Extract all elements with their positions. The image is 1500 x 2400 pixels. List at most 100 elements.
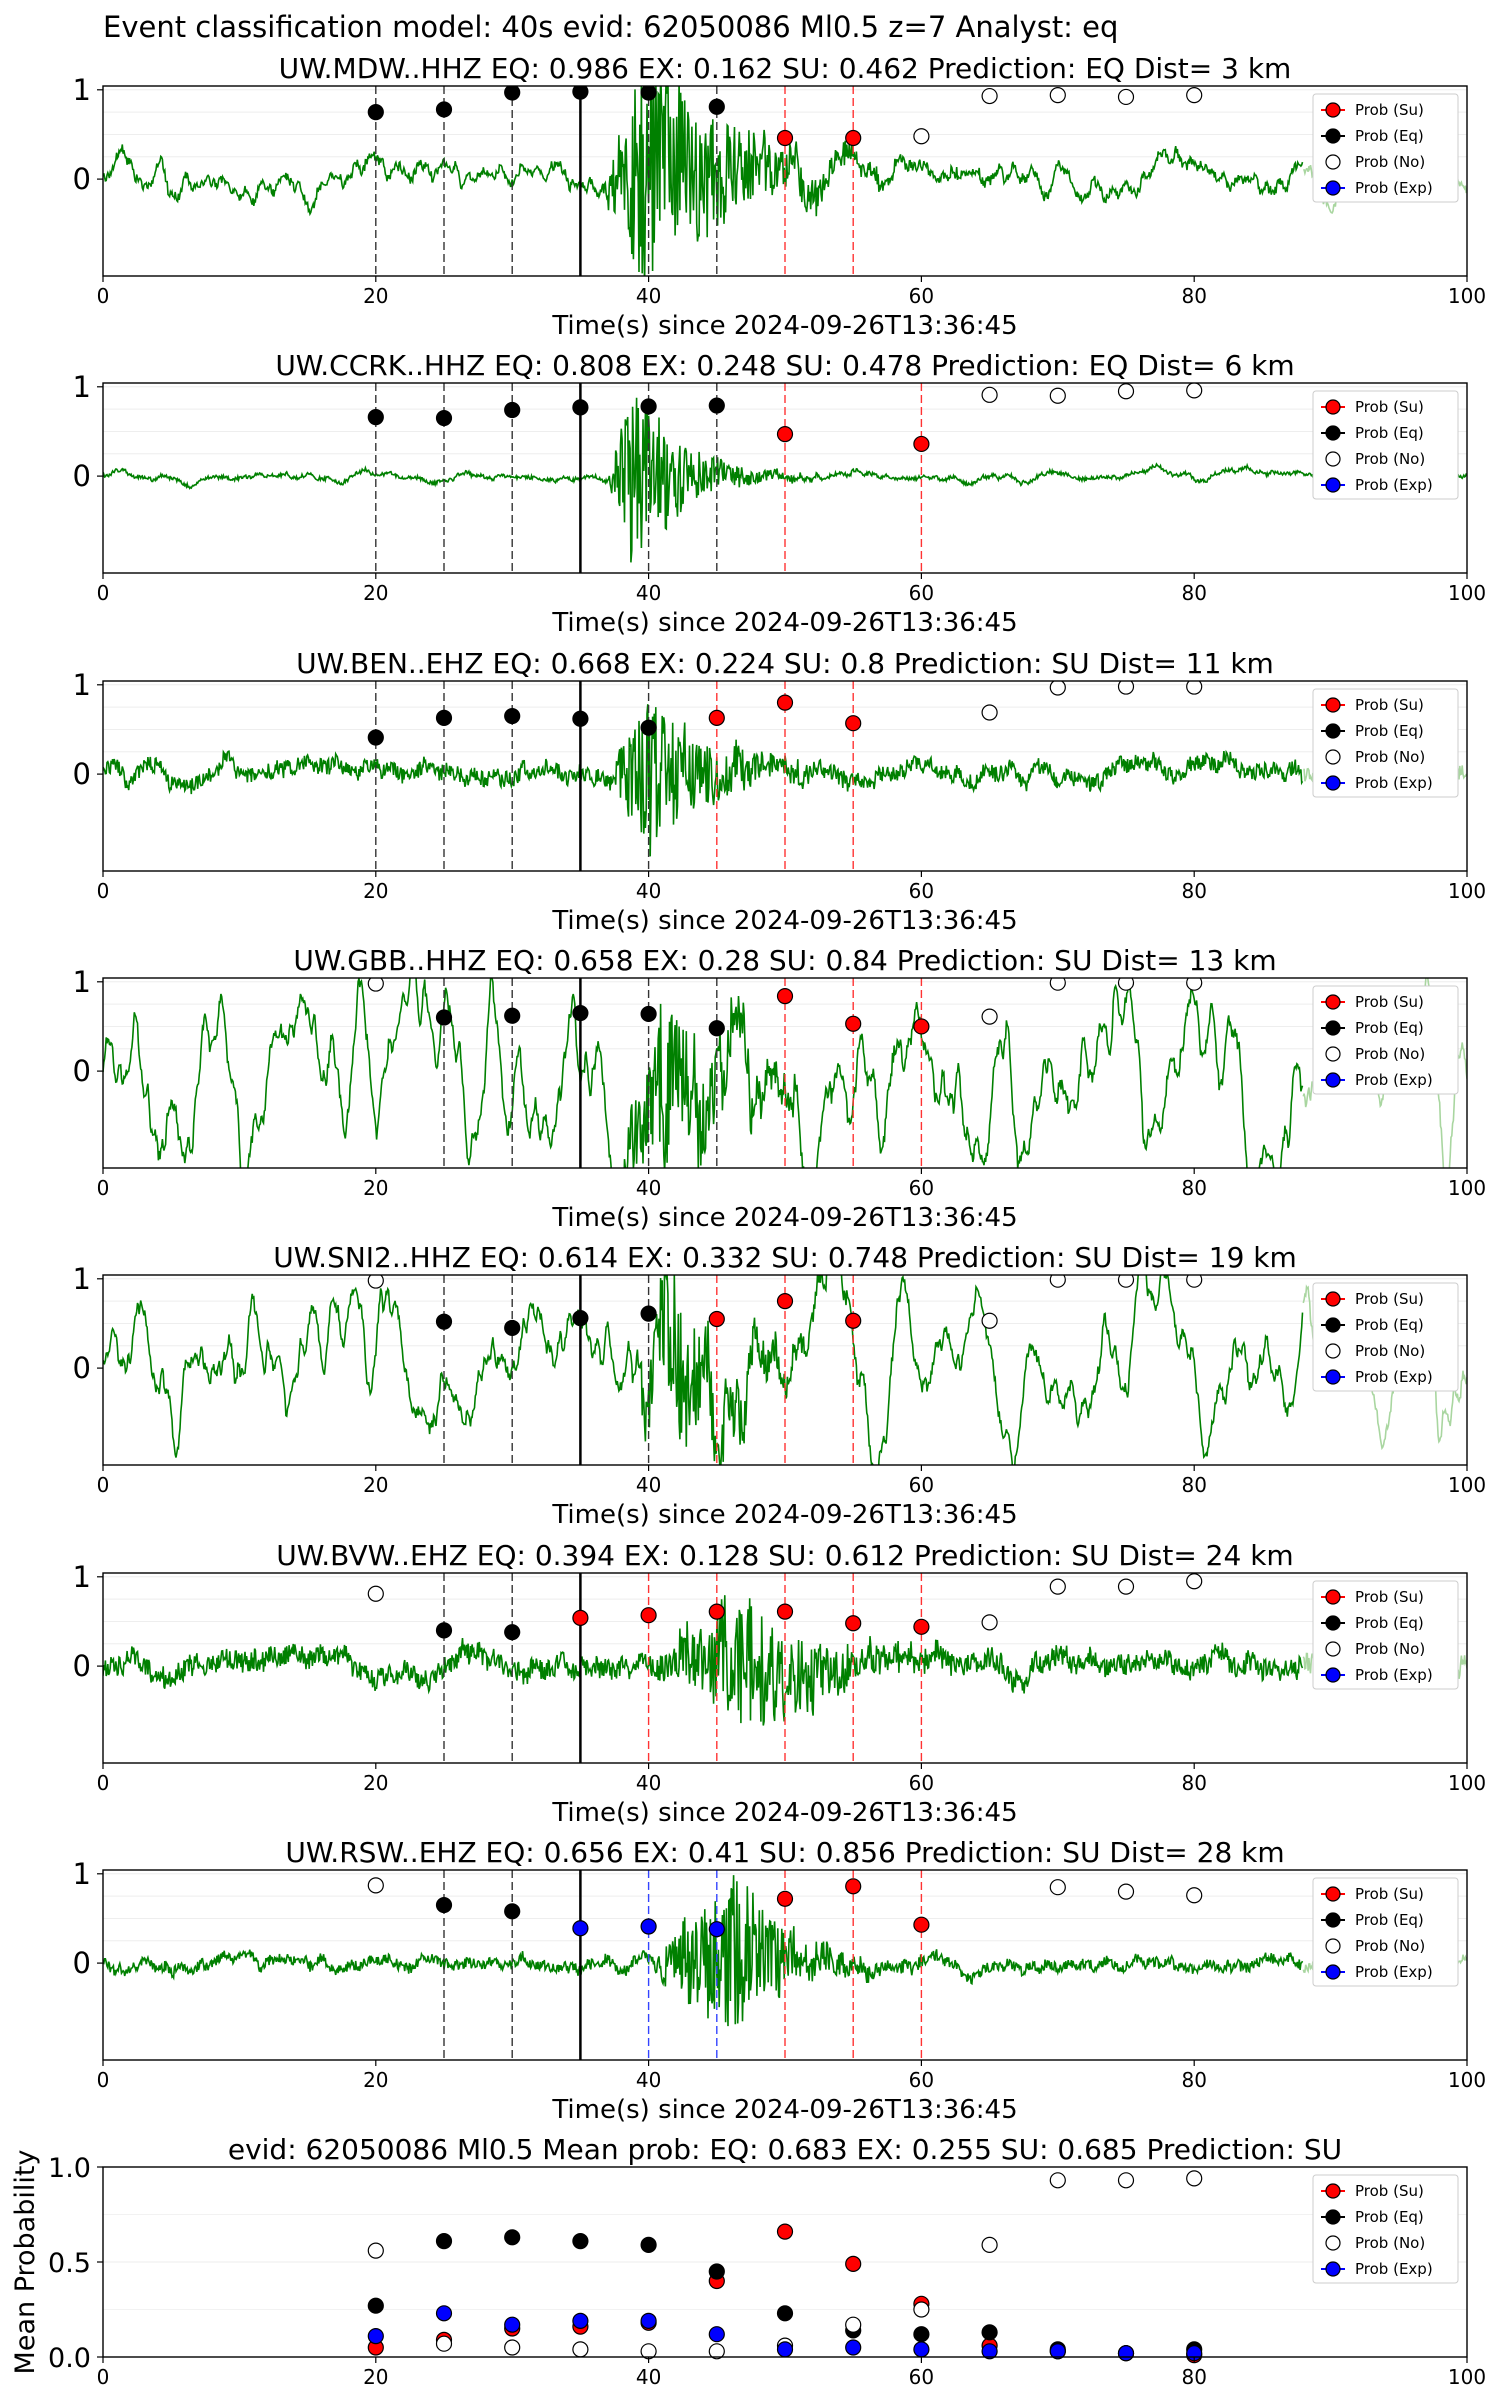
x-tick-label: 0	[97, 2365, 110, 2389]
panels: UW.MDW..HHZ EQ: 0.986 EX: 0.162 SU: 0.46…	[10, 52, 1486, 2389]
legend-marker-eq	[1325, 1615, 1341, 1631]
prob-point-eq	[572, 710, 589, 727]
prob-point-eq	[640, 1005, 657, 1023]
legend-label-exp: Prob (Exp)	[1355, 179, 1433, 197]
x-tick-label: 60	[909, 2068, 934, 2092]
prob-point-no	[1117, 1883, 1135, 1900]
prob-point-su	[776, 694, 794, 711]
x-tick-label: 0	[97, 581, 110, 605]
mean-point-exp	[1049, 2343, 1066, 2360]
prob-point-no	[981, 704, 998, 721]
panel-title: UW.RSW..EHZ EQ: 0.656 EX: 0.41 SU: 0.856…	[285, 1836, 1284, 1869]
legend-marker-eq	[1325, 128, 1341, 144]
x-tick-label: 0	[97, 1176, 110, 1200]
mean-point-eq	[572, 2233, 589, 2250]
mean-point-su	[776, 2223, 794, 2240]
panel-legend: Prob (Su) Prob (Eq) Prob (No) Prob (Exp)	[1312, 1877, 1459, 1987]
plot-frame	[102, 382, 1468, 574]
prob-point-eq	[572, 1309, 589, 1327]
x-tick-label: 60	[909, 581, 934, 605]
prob-point-su	[708, 1603, 725, 1620]
legend-marker-exp	[1325, 2261, 1341, 2277]
mean-point-exp	[640, 2312, 657, 2329]
legend-marker-no	[1325, 1641, 1341, 1657]
legend-label-su: Prob (Su)	[1355, 2182, 1424, 2200]
mean-point-exp	[367, 2328, 384, 2345]
mean-point-no	[1049, 2172, 1066, 2189]
y-tick-label: 1	[73, 73, 91, 107]
prob-point-no	[913, 128, 930, 145]
legend-label-su: Prob (Su)	[1355, 1290, 1424, 1308]
prob-point-eq	[435, 101, 453, 118]
y-tick-label: 1	[73, 965, 91, 999]
mean-point-eq	[708, 2263, 725, 2280]
x-axis-label: Time(s) since 2024-09-26T13:36:45	[551, 1798, 1017, 1828]
panel-legend: Prob (Su) Prob (Eq) Prob (No) Prob (Exp)	[1312, 1282, 1459, 1392]
prob-point-no	[367, 1585, 384, 1602]
mean-point-exp	[435, 2305, 453, 2322]
legend-label-eq: Prob (Eq)	[1355, 1316, 1424, 1334]
x-tick-label: 100	[1448, 1771, 1486, 1795]
panel-title: UW.MDW..HHZ EQ: 0.986 EX: 0.162 SU: 0.46…	[279, 52, 1292, 85]
y-tick-label: 0.0	[48, 2343, 91, 2374]
legend-marker-su	[1325, 697, 1341, 713]
prob-point-su	[776, 426, 794, 443]
plot-frame	[102, 680, 1468, 872]
prob-point-su	[776, 987, 794, 1005]
legend-marker-exp	[1325, 1667, 1341, 1683]
mean-legend: Prob (Su) Prob (Eq) Prob (No) Prob (Exp)	[1312, 2174, 1459, 2284]
y-tick-label: 0	[73, 757, 91, 791]
prob-point-eq	[435, 409, 453, 427]
legend-marker-exp	[1325, 775, 1341, 791]
legend-label-no: Prob (No)	[1355, 1045, 1425, 1063]
legend-marker-su	[1325, 1886, 1341, 1902]
panel-title: UW.CCRK..HHZ EQ: 0.808 EX: 0.248 SU: 0.4…	[275, 349, 1294, 382]
legend-label-exp: Prob (Exp)	[1355, 476, 1433, 494]
prob-point-no	[1049, 681, 1066, 696]
legend-label-no: Prob (No)	[1355, 1937, 1425, 1955]
y-tick-label: 0	[73, 1946, 91, 1980]
legend-label-no: Prob (No)	[1355, 153, 1425, 171]
mean-point-no	[367, 2242, 384, 2259]
x-axis-label: Time(s) since 2024-09-26T13:36:45	[551, 906, 1017, 936]
x-tick-label: 80	[1181, 1473, 1206, 1497]
legend-marker-su	[1325, 102, 1341, 118]
plot-frame	[102, 1869, 1468, 2061]
panel-legend: Prob (Su) Prob (Eq) Prob (No) Prob (Exp)	[1312, 390, 1459, 500]
prob-point-no	[981, 87, 998, 105]
prob-point-no	[1186, 978, 1203, 991]
x-axis-label: Time(s) since 2024-09-26T13:36:45	[551, 1500, 1017, 1530]
x-tick-label: 100	[1448, 1176, 1486, 1200]
x-tick-label: 20	[363, 2365, 388, 2389]
x-tick-label: 60	[909, 284, 934, 308]
legend-label-exp: Prob (Exp)	[1355, 1071, 1433, 1089]
prob-point-no	[1049, 87, 1066, 104]
x-tick-label: 100	[1448, 581, 1486, 605]
prob-point-no	[1049, 387, 1066, 404]
legend-marker-su	[1325, 1589, 1341, 1605]
y-tick-label: 0	[73, 1649, 91, 1683]
prob-point-eq	[504, 86, 521, 101]
y-tick-label: 0	[73, 1054, 91, 1088]
station-panel-7: UW.RSW..EHZ EQ: 0.656 EX: 0.41 SU: 0.856…	[73, 1836, 1487, 2125]
x-tick-label: 40	[636, 2365, 661, 2389]
x-tick-label: 80	[1181, 284, 1206, 308]
waveform-trace	[103, 1875, 1304, 2027]
x-tick-label: 40	[636, 284, 661, 308]
prob-point-no	[981, 1614, 998, 1631]
x-tick-label: 100	[1448, 2365, 1486, 2389]
prob-point-su	[845, 129, 862, 147]
prob-point-eq	[504, 1007, 521, 1024]
prob-point-eq	[435, 1313, 453, 1330]
prob-point-no	[1049, 1275, 1066, 1288]
waveform-trace	[103, 978, 1304, 1168]
prob-point-no	[1117, 88, 1135, 106]
legend-marker-exp	[1325, 1964, 1341, 1980]
y-tick-label: 0.5	[48, 2248, 91, 2279]
legend-label-eq: Prob (Eq)	[1355, 2208, 1424, 2226]
legend-marker-exp	[1325, 1072, 1341, 1088]
prob-point-eq	[572, 86, 589, 100]
y-tick-label: 1	[73, 1262, 91, 1296]
legend-frame	[1312, 1282, 1459, 1392]
